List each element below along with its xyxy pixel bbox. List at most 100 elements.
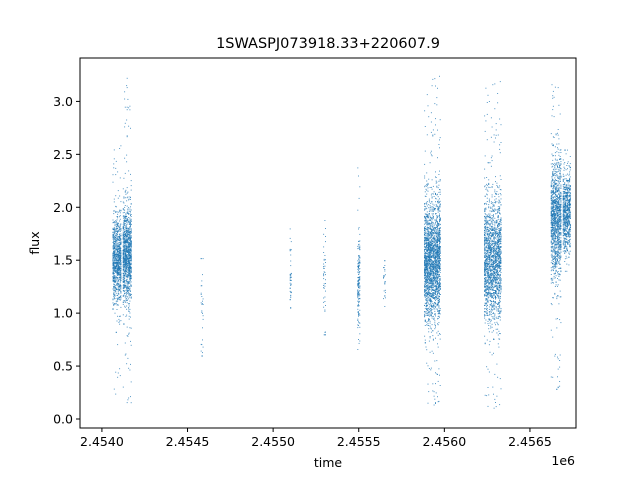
data-point	[291, 249, 292, 250]
data-point	[127, 87, 128, 88]
data-point	[358, 267, 359, 268]
data-point	[383, 277, 384, 278]
data-point	[429, 259, 430, 260]
data-point	[384, 260, 385, 261]
data-point	[113, 308, 114, 309]
data-point	[429, 253, 430, 254]
data-point	[494, 206, 495, 207]
data-point	[427, 206, 428, 207]
data-point	[428, 183, 429, 184]
data-point	[129, 236, 130, 237]
data-point	[118, 284, 119, 285]
data-point	[432, 224, 433, 225]
data-point	[440, 203, 441, 204]
data-point	[498, 306, 499, 307]
data-point	[436, 206, 437, 207]
data-point	[439, 147, 440, 148]
data-point	[433, 340, 434, 341]
data-point	[357, 272, 358, 273]
data-point	[439, 245, 440, 246]
data-point	[427, 266, 428, 267]
data-point	[126, 155, 127, 156]
data-point	[117, 255, 118, 256]
data-point	[432, 390, 433, 391]
data-point	[116, 288, 117, 289]
data-point	[120, 275, 121, 276]
data-point	[424, 204, 425, 205]
data-point	[126, 257, 127, 258]
data-point	[433, 254, 434, 255]
data-point	[428, 310, 429, 311]
data-point	[113, 241, 114, 242]
data-point	[357, 277, 358, 278]
data-point	[127, 224, 128, 225]
data-point	[491, 312, 492, 313]
data-point	[357, 319, 358, 320]
data-point	[438, 368, 439, 369]
data-point	[125, 301, 126, 302]
data-point	[487, 102, 488, 103]
data-point	[123, 230, 124, 231]
data-point	[430, 337, 431, 338]
data-point	[434, 208, 435, 209]
data-point	[123, 212, 124, 213]
data-point	[428, 312, 429, 313]
data-point	[437, 293, 438, 294]
data-point	[436, 261, 437, 262]
data-point	[119, 211, 120, 212]
data-point	[429, 263, 430, 264]
data-point	[359, 240, 360, 241]
data-point	[290, 295, 291, 296]
data-point	[438, 303, 439, 304]
data-point	[127, 209, 128, 210]
data-point	[123, 304, 124, 305]
data-point	[429, 202, 430, 203]
data-point	[434, 230, 435, 231]
data-point	[131, 298, 132, 299]
data-point	[438, 207, 439, 208]
data-point	[127, 291, 128, 292]
data-point	[127, 211, 128, 212]
data-point	[120, 261, 121, 262]
data-point	[130, 317, 131, 318]
data-point	[431, 245, 432, 246]
data-point	[424, 235, 425, 236]
data-point	[437, 230, 438, 231]
data-point	[430, 326, 431, 327]
data-point	[426, 285, 427, 286]
data-point	[436, 104, 437, 105]
data-point	[118, 294, 119, 295]
data-point	[490, 208, 491, 209]
data-point	[117, 282, 118, 283]
data-point	[438, 240, 439, 241]
data-point	[424, 224, 425, 225]
data-point	[123, 227, 124, 228]
data-point	[440, 294, 441, 295]
data-point	[426, 204, 427, 205]
data-point	[201, 258, 202, 259]
data-point	[499, 119, 500, 120]
data-point	[115, 372, 116, 373]
data-point	[115, 220, 116, 221]
data-point	[436, 236, 437, 237]
data-point	[126, 161, 127, 162]
data-point	[433, 296, 434, 297]
data-point	[489, 265, 490, 266]
data-point	[357, 301, 358, 302]
data-point	[436, 218, 437, 219]
data-point	[131, 216, 132, 217]
data-point	[125, 221, 126, 222]
data-point	[120, 225, 121, 226]
data-point	[424, 220, 425, 221]
data-point	[437, 251, 438, 252]
data-point	[491, 166, 492, 167]
data-point	[428, 249, 429, 250]
data-point	[117, 272, 118, 273]
data-point	[127, 197, 128, 198]
data-point	[130, 206, 131, 207]
data-point	[433, 261, 434, 262]
data-point	[433, 251, 434, 252]
data-point	[119, 368, 120, 369]
data-point	[427, 211, 428, 212]
data-point	[433, 228, 434, 229]
